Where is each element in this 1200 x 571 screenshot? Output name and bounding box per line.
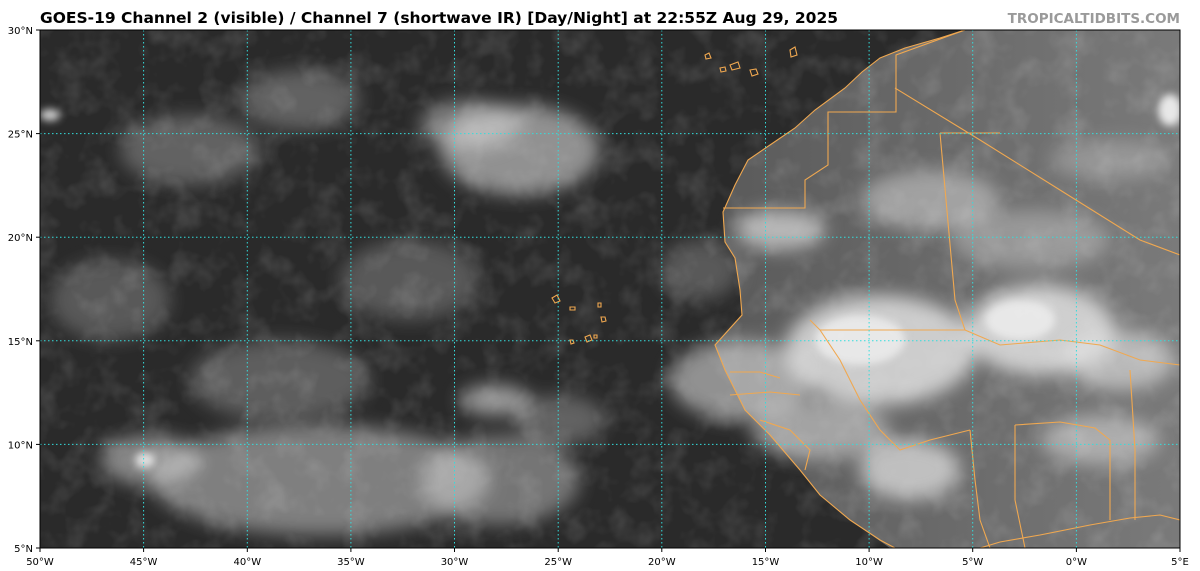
lon-tick: 10°W (855, 548, 883, 568)
lat-tick: 30°N (8, 26, 40, 37)
page-title: GOES-19 Channel 2 (visible) / Channel 7 … (40, 9, 839, 27)
lon-axis: 50°W 45°W 40°W 35°W 30°W 25°W 20°W 15°W (26, 548, 1189, 568)
lat-tick: 15°N (8, 337, 40, 348)
lon-label: 30°W (441, 557, 469, 568)
lat-tick: 10°N (8, 440, 40, 451)
lon-tick: 30°W (441, 548, 469, 568)
lon-tick: 45°W (130, 548, 158, 568)
lon-label: 50°W (26, 557, 54, 568)
lon-label: 20°W (648, 557, 676, 568)
lon-label: 0°W (1066, 557, 1087, 568)
lat-label: 25°N (8, 130, 33, 141)
lon-label: 35°W (337, 557, 365, 568)
map-frame (39, 29, 1181, 549)
lon-label: 45°W (130, 557, 158, 568)
lon-tick: 5°E (1171, 548, 1189, 568)
lat-axis: 30°N 25°N 20°N 15°N 10°N 5°N (8, 26, 40, 555)
lon-tick: 25°W (544, 548, 572, 568)
lon-tick: 50°W (26, 548, 54, 568)
site-credit: TROPICALTIDBITS.COM (1007, 11, 1180, 27)
lat-tick: 5°N (14, 544, 40, 555)
lon-tick: 20°W (648, 548, 676, 568)
lon-tick: 35°W (337, 548, 365, 568)
lon-tick: 0°W (1066, 548, 1087, 568)
lat-label: 20°N (8, 233, 33, 244)
lon-label: 5°W (962, 557, 983, 568)
lat-tick: 25°N (8, 130, 40, 141)
lon-label: 40°W (233, 557, 261, 568)
lon-tick: 5°W (962, 548, 983, 568)
coastlines (551, 30, 1180, 548)
lon-tick: 15°W (752, 548, 780, 568)
lat-label: 15°N (8, 337, 33, 348)
lat-label: 5°N (14, 544, 33, 555)
lon-label: 10°W (855, 557, 883, 568)
lon-tick: 40°W (233, 548, 261, 568)
lat-label: 10°N (8, 440, 33, 451)
lat-tick: 20°N (8, 233, 40, 244)
lon-label: 5°E (1171, 557, 1189, 568)
lon-label: 25°W (544, 557, 572, 568)
lat-label: 30°N (8, 26, 33, 37)
lon-label: 15°W (752, 557, 780, 568)
